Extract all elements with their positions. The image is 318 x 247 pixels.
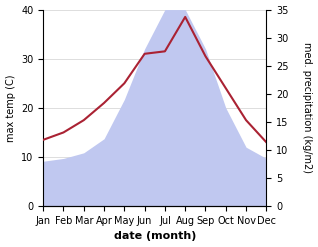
Y-axis label: max temp (C): max temp (C) bbox=[5, 74, 16, 142]
X-axis label: date (month): date (month) bbox=[114, 231, 196, 242]
Y-axis label: med. precipitation (kg/m2): med. precipitation (kg/m2) bbox=[302, 42, 313, 173]
